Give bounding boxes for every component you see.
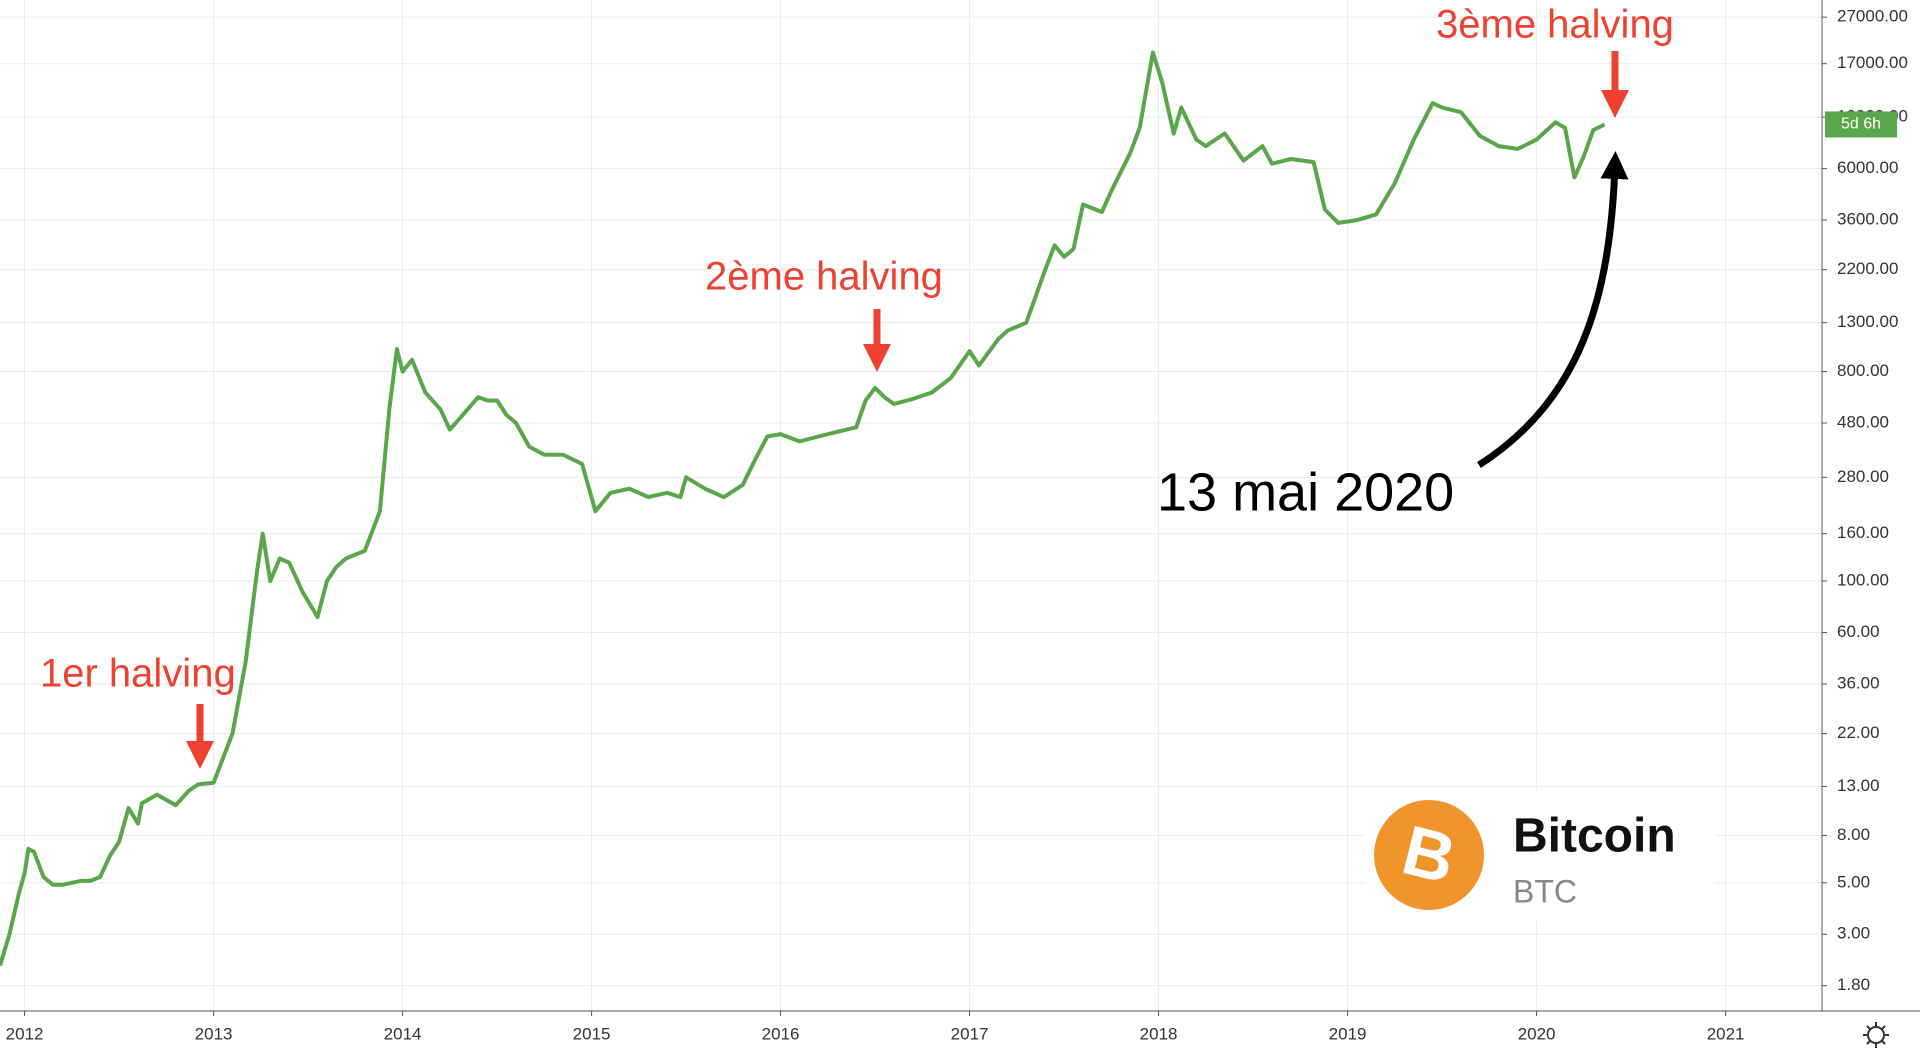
y-tick-label: 8.00 <box>1837 825 1870 844</box>
y-tick-label: 3600.00 <box>1837 210 1898 229</box>
settings-icon[interactable] <box>1863 1022 1889 1048</box>
y-tick-label: 17000.00 <box>1837 53 1908 72</box>
x-tick-label: 2012 <box>6 1024 44 1043</box>
y-tick-label: 2200.00 <box>1837 259 1898 278</box>
y-tick-label: 60.00 <box>1837 622 1880 641</box>
x-tick-label: 2016 <box>762 1024 800 1043</box>
x-tick-label: 2013 <box>195 1024 233 1043</box>
logo-icon <box>1374 800 1484 910</box>
y-tick-label: 13.00 <box>1837 776 1880 795</box>
y-tick-label: 1300.00 <box>1837 312 1898 331</box>
annotation: 1er halving <box>40 652 236 696</box>
y-tick-label: 160.00 <box>1837 523 1889 542</box>
y-tick-label: 5.00 <box>1837 872 1870 891</box>
logo-name: Bitcoin <box>1513 810 1676 863</box>
y-tick-label: 280.00 <box>1837 467 1889 486</box>
y-tick-label: 3.00 <box>1837 924 1870 943</box>
grid <box>0 0 1822 1011</box>
y-tick-label: 100.00 <box>1837 571 1889 590</box>
y-tick-label: 800.00 <box>1837 361 1889 380</box>
x-tick-label: 2021 <box>1707 1024 1745 1043</box>
y-tick-label: 1.80 <box>1837 975 1870 994</box>
x-tick-label: 2017 <box>951 1024 989 1043</box>
gear-teeth <box>1863 1022 1889 1048</box>
annotation: 13 mai 2020 <box>1157 462 1454 522</box>
logo-ticker: BTC <box>1513 873 1577 909</box>
x-tick-label: 2019 <box>1329 1024 1367 1043</box>
y-tick-label: 22.00 <box>1837 723 1880 742</box>
x-tick-label: 2015 <box>573 1024 611 1043</box>
price-tag-label: 5d 6h <box>1841 116 1881 133</box>
y-tick-label: 27000.00 <box>1837 7 1908 26</box>
annotation: 3ème halving <box>1436 3 1674 47</box>
price-line <box>0 50 1606 967</box>
gear <box>1867 1026 1885 1044</box>
x-tick-label: 2014 <box>384 1024 422 1043</box>
x-tick-label: 2018 <box>1140 1024 1178 1043</box>
y-tick-label: 480.00 <box>1837 413 1889 432</box>
arrow <box>1477 151 1629 468</box>
x-tick-label: 2020 <box>1518 1024 1556 1043</box>
plot <box>0 50 1606 967</box>
price-tag <box>1825 111 1897 138</box>
annotation: 2ème halving <box>705 255 943 299</box>
y-tick-label: 36.00 <box>1837 673 1880 692</box>
y-tick-label: 6000.00 <box>1837 158 1898 177</box>
